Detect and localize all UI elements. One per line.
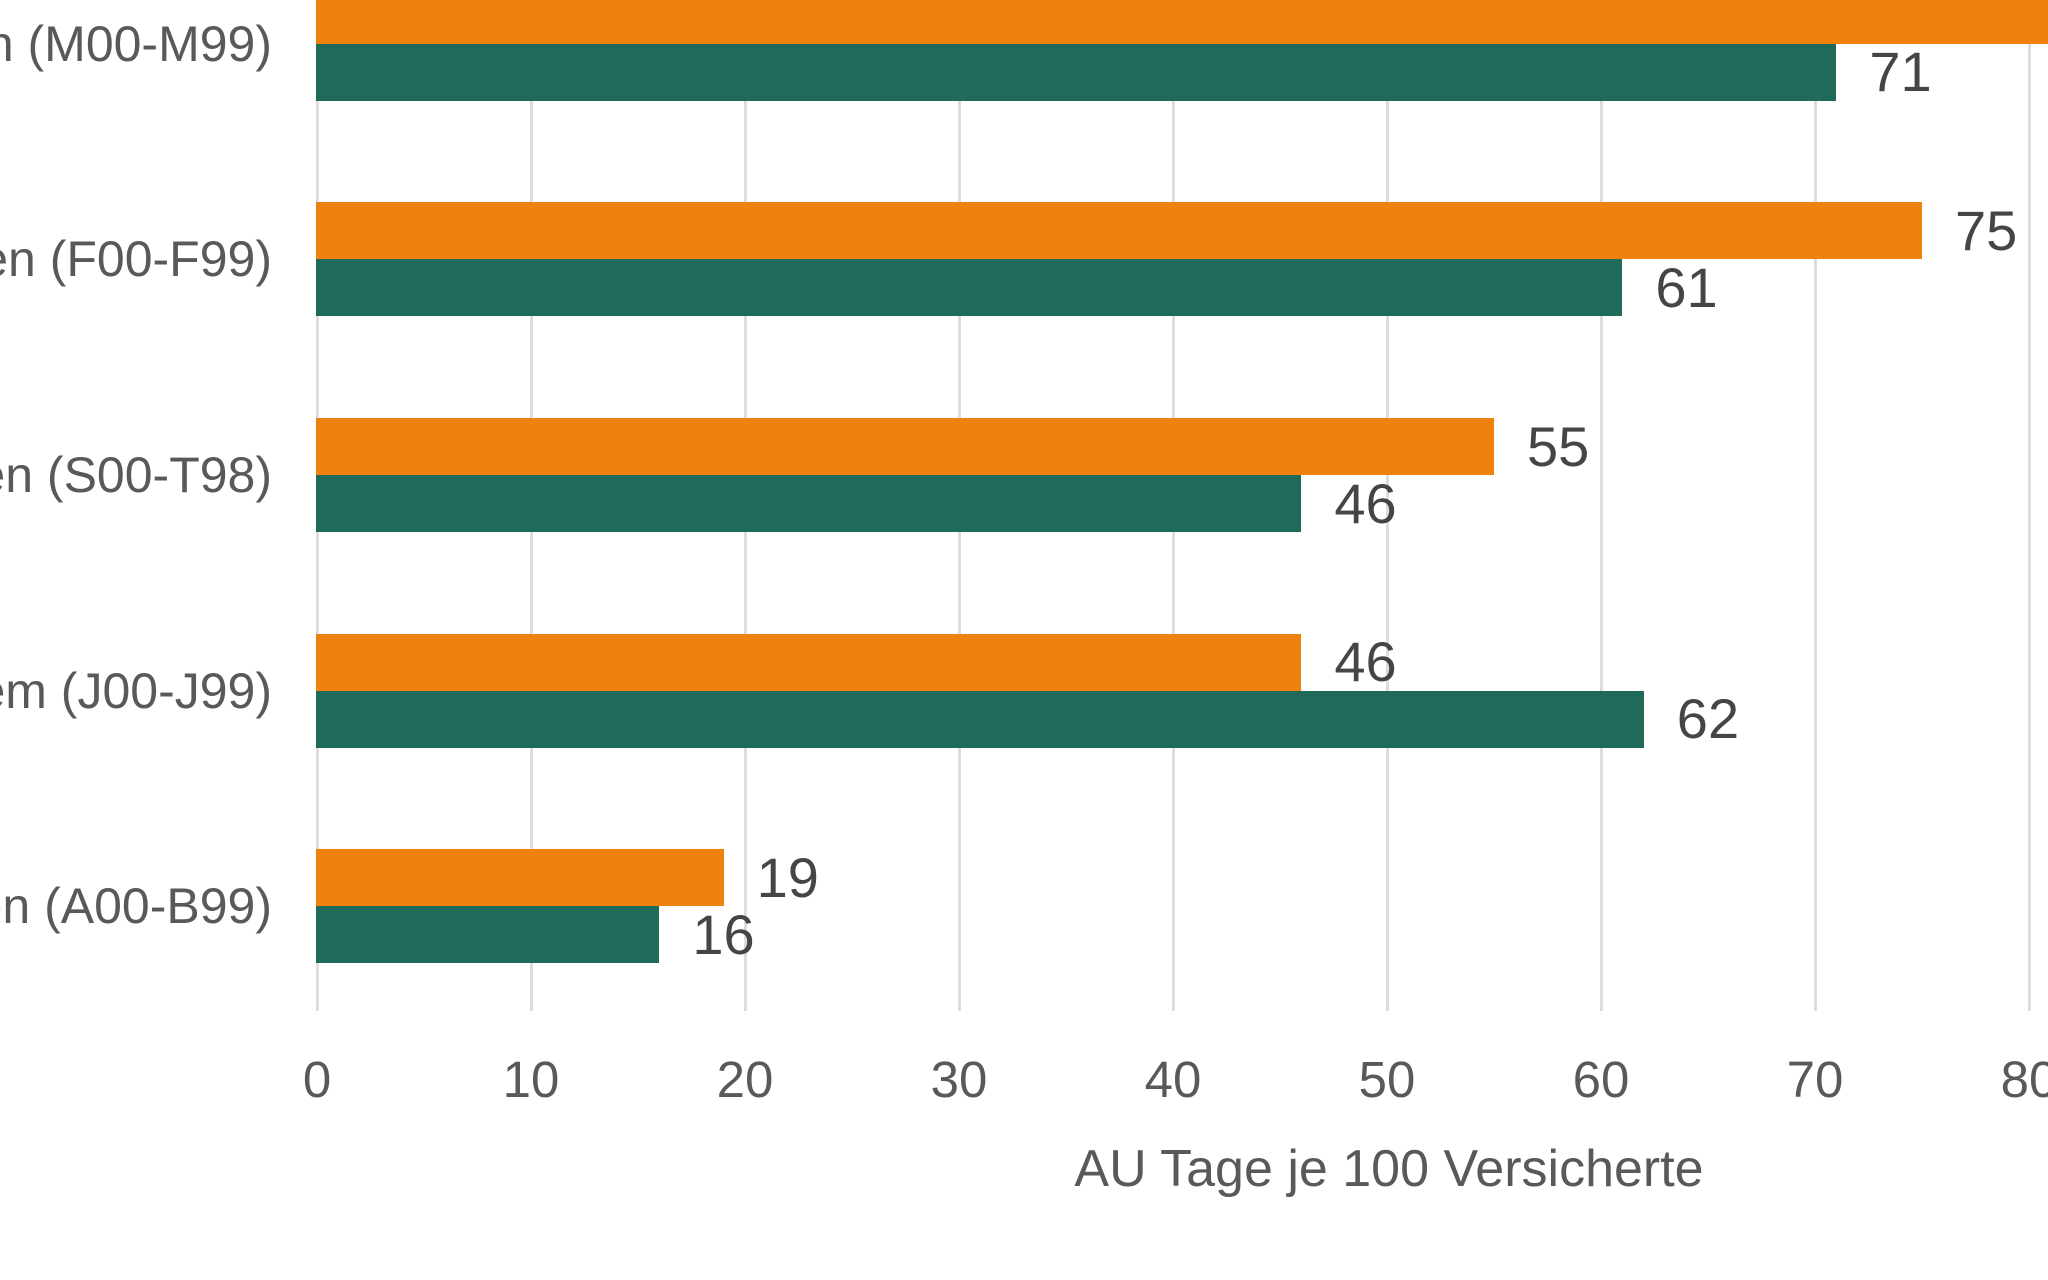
category-label-row2: gen (F00-F99) [0,231,272,287]
bar-orange-row3 [316,418,1494,475]
value-label-dark-green-row5: 16 [692,902,755,966]
x-axis-title: AU Tage je 100 Versicherte [1074,1140,1704,1198]
x-tick-label-50: 50 [1358,1051,1416,1108]
value-label-orange-row4: 46 [1334,630,1397,693]
x-tick-label-80: 80 [2000,1051,2048,1108]
x-tick-label-70: 70 [1786,1051,1844,1108]
value-label-dark-green-row1: 71 [1869,40,1932,103]
bar-orange-row1 [316,0,2048,44]
category-label-row1: n (M00-M99) [0,15,272,72]
value-label-orange-row2: 75 [1955,198,2018,262]
value-label-dark-green-row4: 62 [1676,687,1740,750]
gridline-80 [2027,0,2031,1011]
x-tick-label-30: 30 [930,1051,988,1108]
gridline-60 [1599,0,1603,1011]
category-label-row4: tem (J00-J99) [0,662,272,719]
x-tick-label-40: 40 [1144,1051,1202,1108]
value-label-orange-row3: 55 [1527,414,1590,478]
category-label-row5: nen (A00-B99) [0,878,272,934]
category-label-row3: gen (S00-T98) [0,447,272,503]
bar-dark-green-row5 [316,906,660,963]
value-label-orange-row5: 19 [756,845,819,909]
bar-orange-row2 [316,202,1922,259]
x-tick-label-10: 10 [502,1051,560,1108]
bar-orange-row4 [316,633,1302,691]
value-label-dark-green-row3: 46 [1334,471,1397,535]
gridline-70 [1813,0,1817,1011]
bar-orange-row5 [316,849,724,906]
gridline-50 [1385,0,1389,1011]
value-label-dark-green-row2: 61 [1655,255,1718,319]
x-tick-label-60: 60 [1572,1051,1630,1108]
bar-dark-green-row1 [316,43,1837,101]
x-tick-label-0: 0 [302,1051,332,1108]
bar-dark-green-row3 [316,475,1302,532]
x-tick-label-20: 20 [716,1051,774,1108]
bar-dark-green-row2 [316,259,1623,316]
bar-dark-green-row4 [316,690,1644,748]
